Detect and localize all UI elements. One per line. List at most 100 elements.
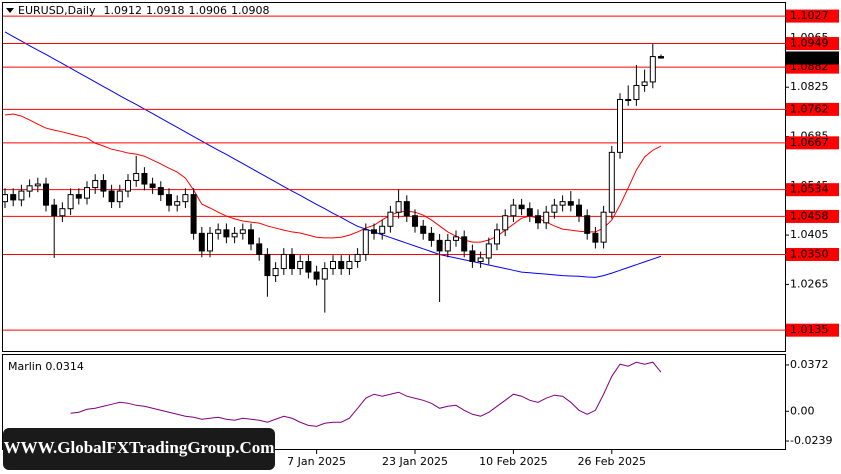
x-tick-label: 26 Feb 2025 — [578, 455, 646, 468]
candle-body — [125, 180, 131, 192]
candle-body — [51, 204, 58, 217]
candle-body — [2, 194, 8, 203]
low-value: 1.0906 — [188, 4, 227, 17]
high-value: 1.0918 — [146, 4, 185, 17]
candle-body — [141, 172, 148, 185]
candle-body — [223, 229, 230, 238]
level-box — [786, 247, 839, 261]
candle-body — [428, 232, 435, 241]
candle-body — [248, 229, 254, 245]
candle-body — [362, 229, 369, 255]
candle-body — [26, 185, 33, 192]
candle-body — [75, 194, 82, 199]
candle-body — [313, 271, 320, 280]
candle-body — [403, 201, 410, 217]
candle-body — [371, 229, 377, 234]
candle-body — [272, 268, 279, 277]
candle-body — [379, 225, 386, 234]
candle-body — [43, 183, 49, 206]
candle-body — [625, 99, 632, 102]
candle-body — [494, 229, 500, 245]
indicator-tick-label: 0.0372 — [790, 358, 829, 371]
level-box — [786, 37, 839, 51]
candle-body — [543, 211, 550, 224]
y-tick-label: 1.0825 — [790, 80, 829, 93]
level-label: 1.0458 — [790, 209, 829, 222]
close-value: 1.0908 — [231, 4, 270, 17]
candle-body — [18, 190, 25, 201]
watermark-box — [3, 428, 275, 470]
menu-triangle — [6, 8, 14, 13]
candle-body — [453, 236, 459, 241]
candle-body — [420, 225, 427, 234]
candle-body — [444, 239, 451, 252]
marks: 1.09651.08251.06851.05451.04051.02651.10… — [2, 9, 839, 468]
moving-average — [4, 113, 662, 243]
level-box — [786, 102, 839, 116]
current-price-box — [786, 51, 839, 65]
candle-body — [535, 215, 541, 224]
level-box — [786, 136, 839, 150]
candle-body — [321, 268, 328, 280]
level-label: 1.0350 — [790, 247, 829, 260]
candle-body — [354, 253, 361, 263]
candle-body — [551, 204, 558, 213]
candle-body — [510, 204, 517, 217]
level-label: 1.0534 — [790, 183, 829, 196]
candle-body — [485, 243, 492, 259]
candle-body — [100, 180, 107, 192]
indicator-tick-label: 0.00 — [790, 404, 815, 417]
level-label: 1.0667 — [790, 136, 829, 149]
candle-body — [649, 56, 656, 83]
candle-body — [658, 56, 664, 59]
candle-body — [518, 204, 525, 210]
candle-body — [149, 183, 156, 189]
candle-body — [330, 261, 336, 270]
candle-body — [198, 232, 205, 252]
indicator-tick-label: -0.0239 — [790, 434, 832, 447]
candle-body — [608, 151, 615, 213]
candle-body — [84, 187, 90, 199]
candle-body — [395, 201, 402, 213]
candle-body — [297, 261, 304, 270]
candle-body — [469, 250, 476, 263]
indicator-panel — [2, 354, 786, 450]
level-label: 1.0135 — [790, 323, 829, 336]
candle-body — [461, 236, 468, 252]
candle-body — [412, 215, 418, 227]
candle-body — [477, 257, 484, 263]
candle-body — [567, 201, 574, 206]
candle-body — [338, 261, 345, 270]
x-tick-label: 10 Feb 2025 — [479, 455, 547, 468]
candle-body — [182, 194, 189, 203]
candle-body — [387, 211, 394, 227]
candle-body — [10, 194, 17, 201]
candle-body — [239, 229, 246, 234]
candle-body — [280, 253, 287, 270]
candle-body — [584, 215, 591, 234]
candle-body — [34, 183, 41, 187]
level-box — [786, 9, 839, 23]
level-box — [786, 183, 839, 197]
x-tick-label: 23 Jan 2025 — [382, 455, 448, 468]
moving-average — [4, 31, 662, 278]
candle-body — [190, 194, 197, 234]
level-label: 1.0949 — [790, 37, 829, 50]
candle-body — [92, 180, 99, 189]
candle-body — [633, 84, 640, 101]
candle-body — [559, 201, 566, 206]
chart-title: EURUSD,Daily — [18, 4, 96, 17]
current-price-label: 1.0908 — [790, 51, 829, 64]
candle-body — [59, 208, 66, 217]
candle-body — [231, 232, 238, 238]
candle-body — [157, 187, 164, 196]
candle-body — [264, 253, 271, 277]
candle-body — [600, 211, 607, 243]
level-label: 1.0762 — [790, 102, 829, 115]
candle-body — [116, 190, 123, 203]
candle-body — [346, 261, 353, 270]
watermark: WWW.GlobalFXTradingGroup.Com — [4, 438, 275, 457]
indicator-label: Marlin 0.0314 — [8, 360, 84, 373]
candle-body — [108, 190, 115, 203]
